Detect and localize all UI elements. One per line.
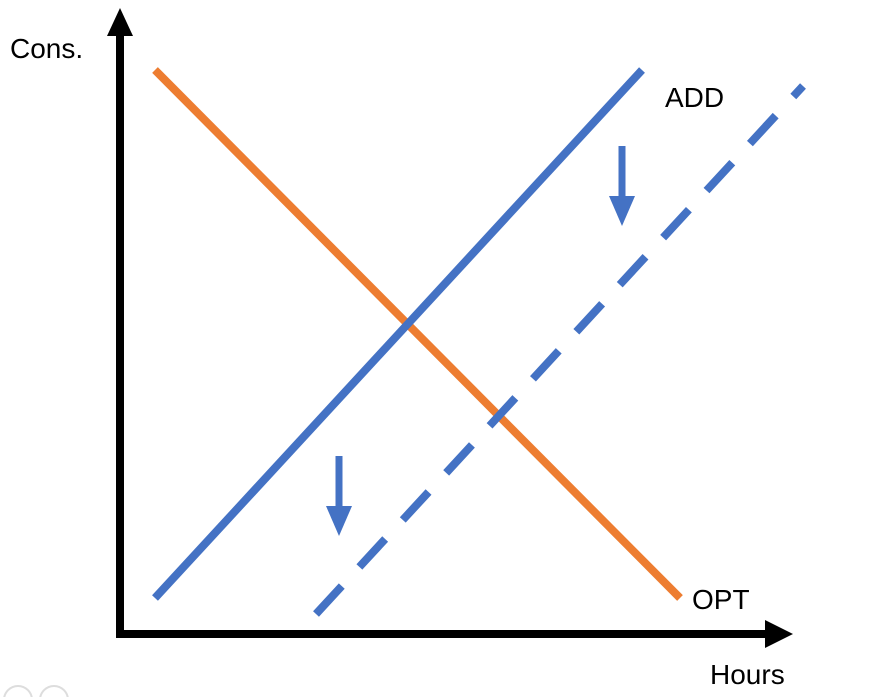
add-line-label: ADD [665,82,724,113]
faint-circle-icon-2 [39,685,69,697]
add-line [152,67,645,601]
add-shifted-dashed-line [313,83,806,617]
opt-line [152,67,683,601]
x-axis-arrowhead [765,620,793,648]
shift-arrow-upper-head [609,196,635,226]
y-axis-label: Cons. [10,33,83,64]
opt-line-label: OPT [692,584,750,615]
y-axis-arrowhead [107,8,133,36]
x-axis-label: Hours [710,659,785,690]
shift-arrow-lower-head [326,506,352,536]
faint-circle-icon [3,685,33,697]
